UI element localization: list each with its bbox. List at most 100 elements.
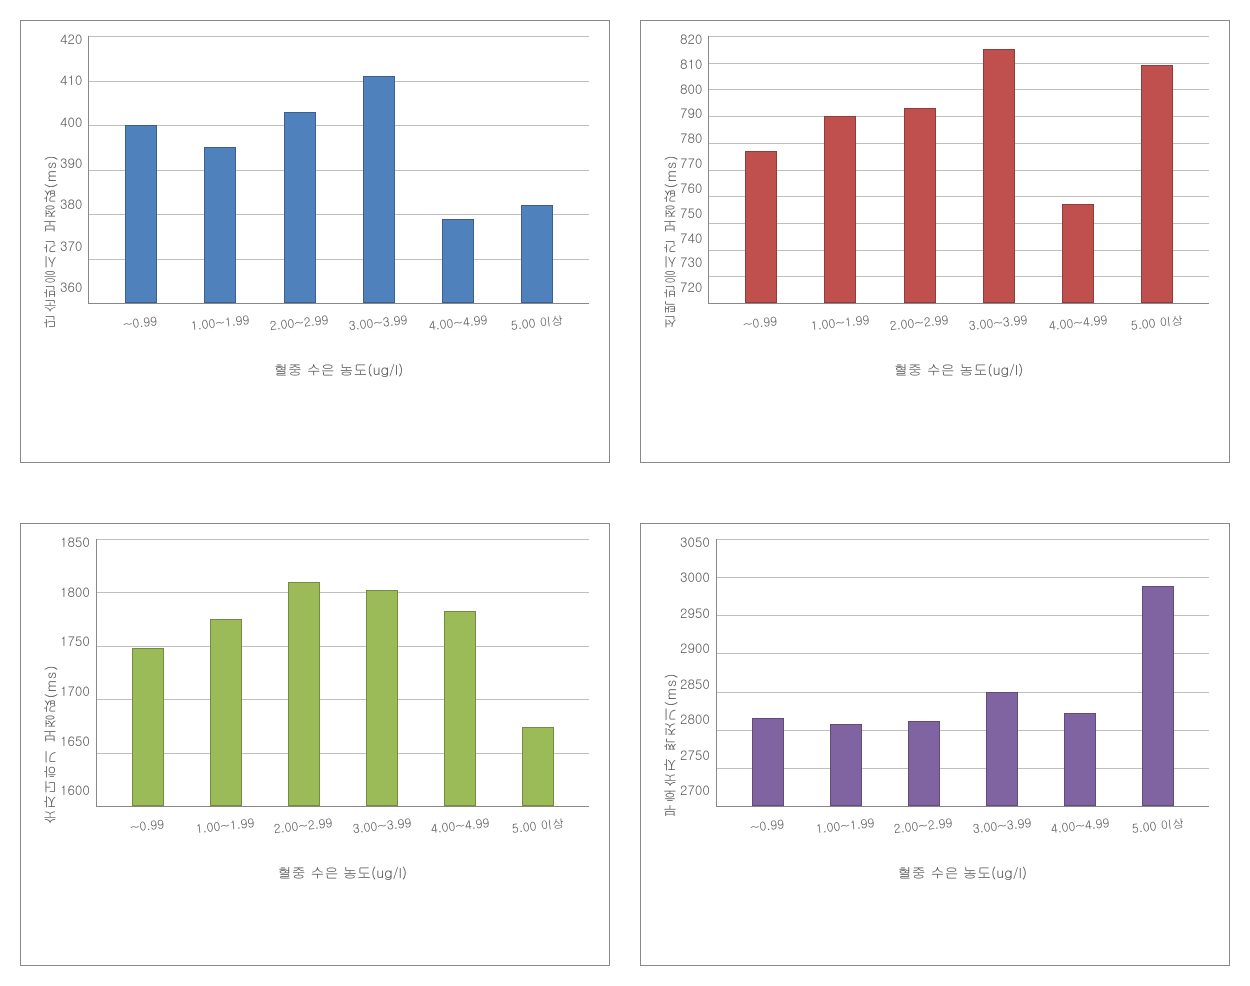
y-axis-label: 단순반응시간 보정값(ms) <box>36 36 60 447</box>
y-tick: 750 <box>680 203 702 222</box>
y-tick: 730 <box>680 252 702 271</box>
bar <box>442 219 474 304</box>
bar <box>986 692 1018 806</box>
x-axis-categories: ~0.99 1.00~1.99 2.00~2.99 3.00~3.99 4.00~4.9… <box>708 304 1209 331</box>
y-tick: 790 <box>680 103 702 122</box>
y-axis-ticks: 30503000295029002850280027502700 <box>680 532 716 799</box>
y-tick: 810 <box>680 54 702 73</box>
chart-symbol-pair: 부호숫자 짝짓기(ms)3050 3000 2950 2900 2850 2800 2750… <box>640 523 1230 966</box>
bar <box>210 619 242 806</box>
bar <box>908 721 940 806</box>
x-category: 3.00~3.99 <box>351 814 412 837</box>
x-category: 3.00~3.99 <box>968 311 1029 334</box>
bar <box>284 112 316 303</box>
bar <box>132 648 164 806</box>
bars <box>89 36 589 303</box>
y-tick: 770 <box>680 153 702 172</box>
x-category: 5.00 이상 <box>1127 814 1188 837</box>
x-category: ~0.99 <box>736 814 797 837</box>
x-category: 2.00~2.99 <box>888 311 949 334</box>
bar <box>125 125 157 303</box>
bar <box>1062 204 1094 303</box>
y-tick: 760 <box>680 178 702 197</box>
y-tick: 2800 <box>680 709 710 728</box>
y-tick: 2950 <box>680 603 710 622</box>
bar <box>983 49 1015 303</box>
bar <box>1142 586 1174 806</box>
x-axis-categories: ~0.99 1.00~1.99 2.00~2.99 3.00~3.99 4.00~4.9… <box>96 807 589 834</box>
x-category: ~0.99 <box>116 814 177 837</box>
y-tick: 3000 <box>680 567 710 586</box>
x-category: 2.00~2.99 <box>268 311 329 334</box>
x-axis-label: 혈중 수은 농도(ug/l) <box>716 862 1209 882</box>
y-tick: 1850 <box>60 532 90 551</box>
x-category: 5.00 이상 <box>507 814 568 837</box>
x-category: 1.00~1.99 <box>189 311 250 334</box>
bar <box>444 611 476 807</box>
x-category: ~0.99 <box>729 311 790 334</box>
bar <box>366 590 398 806</box>
x-category: ~0.99 <box>109 311 170 334</box>
chart-grid: 단순반응시간 보정값(ms)420 410 400 390 380 370 360 ~0.99… <box>20 20 1230 966</box>
y-axis-label: 숫자더하기 보정값(ms) <box>36 539 60 950</box>
bar <box>363 76 395 303</box>
y-tick: 400 <box>60 112 82 131</box>
x-category: 4.00~4.99 <box>427 311 488 334</box>
x-axis-categories: ~0.991.00~1.992.00~2.993.00~3.994.00~4.9… <box>716 807 1209 834</box>
x-category: 2.00~2.99 <box>273 814 334 837</box>
x-category: 1.00~1.99 <box>809 311 870 334</box>
y-tick: 3050 <box>680 532 710 551</box>
x-axis-label: 혈중 수은 농도(ug/l) <box>88 359 589 379</box>
x-category: 4.00~4.99 <box>1047 311 1108 334</box>
y-tick: 740 <box>680 228 702 247</box>
bar <box>824 116 856 303</box>
x-category: 4.00~4.99 <box>429 814 490 837</box>
bars <box>97 539 589 806</box>
y-tick: 820 <box>680 29 702 48</box>
chart-digit-add: 숫자더하기 보정값(ms)185018001750170016501600~0.… <box>20 523 610 966</box>
x-axis-label: 혈중 수은 농도(ug/l) <box>96 862 589 882</box>
x-category: 2.00~2.99 <box>893 814 954 837</box>
y-tick: 2850 <box>680 674 710 693</box>
y-tick: 1650 <box>60 731 90 750</box>
y-tick: 780 <box>680 128 702 147</box>
x-axis-label: 혈중 수은 농도(ug/l) <box>708 359 1209 379</box>
y-tick: 360 <box>60 277 82 296</box>
y-tick: 370 <box>60 236 82 255</box>
x-axis-categories: ~0.99 1.00~1.99 2.00~2.99 3.00~3.99 4.00~4.9… <box>88 304 589 331</box>
y-tick: 1700 <box>60 681 90 700</box>
y-axis-ticks: 820 810 800 790 780 770 760 750 740 730 720 <box>680 29 708 296</box>
x-category: 1.00~1.99 <box>194 814 255 837</box>
y-tick: 1750 <box>60 631 90 650</box>
y-axis-label: 선택반응시간 보정값(ms) <box>656 36 680 447</box>
plot-area <box>96 539 589 807</box>
bars <box>717 539 1209 806</box>
bar <box>288 582 320 806</box>
bars <box>709 36 1209 303</box>
y-tick: 410 <box>60 70 82 89</box>
y-tick: 720 <box>680 277 702 296</box>
y-tick: 800 <box>680 79 702 98</box>
bar <box>904 108 936 303</box>
bar <box>1141 65 1173 303</box>
plot-area <box>716 539 1209 807</box>
bar <box>745 151 777 303</box>
x-category: 1.00~1.99 <box>814 814 875 837</box>
y-tick: 380 <box>60 194 82 213</box>
y-axis-ticks: 420 410 400 390 380 370 360 <box>60 29 88 296</box>
y-tick: 390 <box>60 153 82 172</box>
y-axis-label: 부호숫자 짝짓기(ms) <box>656 539 680 950</box>
y-tick: 2750 <box>680 745 710 764</box>
y-axis-ticks: 185018001750170016501600 <box>60 532 96 799</box>
y-tick: 2900 <box>680 638 710 657</box>
x-category: 5.00 이상 <box>1126 311 1187 334</box>
bar <box>752 718 784 806</box>
y-tick: 1600 <box>60 780 90 799</box>
y-tick: 420 <box>60 29 82 48</box>
chart-simple-rt: 단순반응시간 보정값(ms)420 410 400 390 380 370 360 ~0.99… <box>20 20 610 463</box>
bar <box>521 205 553 303</box>
x-category: 3.00~3.99 <box>348 311 409 334</box>
x-category: 5.00 이상 <box>506 311 567 334</box>
bar <box>830 724 862 806</box>
bar <box>522 727 554 806</box>
